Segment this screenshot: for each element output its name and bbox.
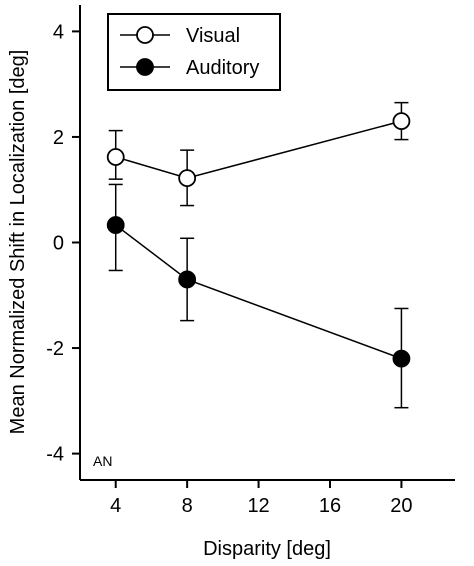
- legend-auditory-marker: [136, 58, 154, 76]
- visual-data-point: [392, 112, 411, 131]
- x-tick-label: 16: [319, 495, 341, 517]
- y-tick-label: 0: [53, 233, 64, 255]
- visual-data-point: [106, 148, 125, 166]
- panel-label: AN: [93, 453, 112, 469]
- y-tick-label: -2: [46, 338, 64, 360]
- series-layer: [106, 101, 411, 409]
- legend-box: [107, 13, 281, 91]
- x-tick-label: 4: [110, 495, 121, 517]
- x-tick-label: 12: [247, 495, 269, 517]
- y-ticks: -4 -2 0 2 4: [46, 21, 80, 466]
- x-axis-title: Disparity [deg]: [203, 538, 331, 560]
- auditory-data-point: [106, 216, 125, 234]
- visual-data-point: [178, 169, 197, 188]
- y-tick-label: 2: [53, 127, 64, 149]
- legend-visual-marker: [136, 26, 154, 44]
- y-tick-label: 4: [53, 21, 64, 43]
- legend-visual-label: Visual: [186, 25, 240, 47]
- legend-auditory-label: Auditory: [186, 57, 259, 79]
- x-ticks: 4 8 12 16 20: [110, 480, 413, 517]
- legend: Visual Auditory: [107, 13, 281, 91]
- auditory-data-point: [178, 270, 197, 289]
- x-tick-label: 20: [390, 495, 412, 517]
- x-tick-label: 8: [182, 495, 193, 517]
- y-tick-label: -4: [46, 444, 64, 466]
- auditory-data-point: [392, 349, 411, 368]
- y-axis-title: Mean Normalized Shift in Localization [d…: [7, 50, 29, 435]
